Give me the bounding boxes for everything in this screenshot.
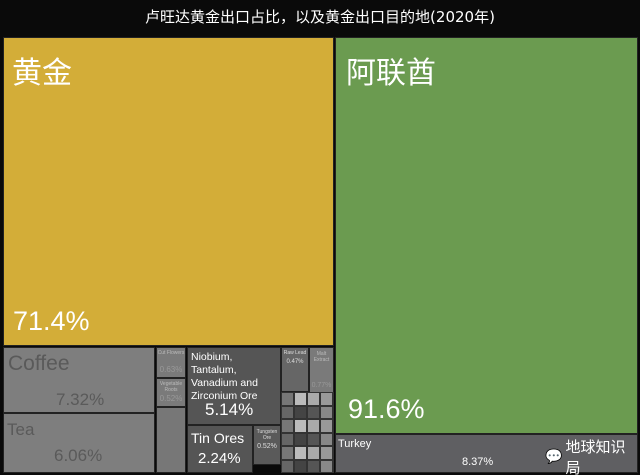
tile-vegetable-roots: Vegetable Roots 0.52% — [156, 378, 186, 407]
tile-minor — [295, 447, 306, 459]
tile-label: Coffee — [8, 352, 70, 375]
tile-cut-flowers: Cut Flowers 0.63% — [156, 347, 186, 378]
tile-turkey: Turkey 8.37% — [335, 434, 638, 473]
tile-value: 0.52% — [257, 443, 277, 450]
tile-value: 0.77% — [311, 382, 332, 389]
tile-minor — [282, 447, 293, 459]
tile-uae: 阿联酋 91.6% — [335, 37, 638, 434]
tile-minor — [321, 433, 332, 445]
tile-gold: 黄金 71.4% — [3, 37, 334, 346]
tile-tea: Tea 6.06% — [3, 413, 155, 473]
tile-value: 0.47% — [286, 359, 304, 365]
tile-label: Malt Extract — [313, 351, 330, 363]
tile-value: 7.32% — [56, 390, 105, 409]
tile-tungsten-ore: Tungsten Ore 0.52% — [253, 425, 281, 465]
tile-value: 5.14% — [205, 400, 254, 419]
tile-label: Vegetable Roots — [159, 381, 183, 393]
tile-label: Tin Ores — [191, 430, 245, 446]
tile-value: 0.52% — [159, 394, 183, 403]
tile-minor — [308, 460, 319, 472]
tile-minor — [282, 406, 293, 418]
tile-value: 6.06% — [54, 446, 103, 465]
tile-minor — [321, 447, 332, 459]
tile-minor — [295, 420, 306, 432]
tile-label: Tungsten Ore — [256, 429, 278, 441]
watermark: 💬 地球知识局 — [545, 436, 640, 475]
tile-value: 2.24% — [198, 450, 241, 467]
tile-minor — [282, 460, 293, 472]
tile-label: 黄金 — [12, 56, 72, 91]
tile-minor — [282, 433, 293, 445]
tile-label: Niobium, Tantalum, Vanadium and Zirconiu… — [191, 351, 258, 402]
tile-value: 0.63% — [159, 365, 183, 374]
tile-minor — [308, 447, 319, 459]
tile-minor — [295, 433, 306, 445]
tile-minor — [321, 460, 332, 472]
tile-small — [156, 407, 186, 473]
tile-tin-ores: Tin Ores 2.24% — [187, 425, 253, 473]
tile-minor — [282, 420, 293, 432]
tile-label: Raw Lead — [283, 350, 307, 356]
wechat-icon: 💬 — [545, 449, 563, 465]
tile-minor — [321, 406, 332, 418]
tile-misc-cluster — [281, 392, 334, 473]
tile-value: 71.4% — [13, 306, 90, 336]
tile-minor — [321, 393, 332, 405]
tile-label: Tea — [7, 420, 35, 439]
tile-value: 8.37% — [462, 456, 494, 468]
tile-label: Turkey — [338, 438, 372, 450]
tile-minor — [308, 406, 319, 418]
tile-niobium: Niobium, Tantalum, Vanadium and Zirconiu… — [187, 347, 281, 425]
tile-minor — [295, 406, 306, 418]
tile-minor — [308, 393, 319, 405]
tile-label: Cut Flowers — [157, 350, 185, 356]
tile-minor — [282, 393, 293, 405]
tile-minor — [295, 393, 306, 405]
tile-minor — [321, 420, 332, 432]
tile-minor — [295, 460, 306, 472]
tile-minor — [308, 433, 319, 445]
watermark-text: 地球知识局 — [565, 438, 626, 475]
tile-label: 阿联酋 — [346, 56, 436, 91]
tile-raw-lead: Raw Lead 0.47% — [281, 347, 309, 392]
tile-value: 91.6% — [348, 394, 425, 424]
tile-minor — [308, 420, 319, 432]
chart-title: 卢旺达黄金出口占比，以及黄金出口目的地(2020年) — [145, 8, 495, 26]
tile-coffee: Coffee 7.32% — [3, 347, 155, 413]
